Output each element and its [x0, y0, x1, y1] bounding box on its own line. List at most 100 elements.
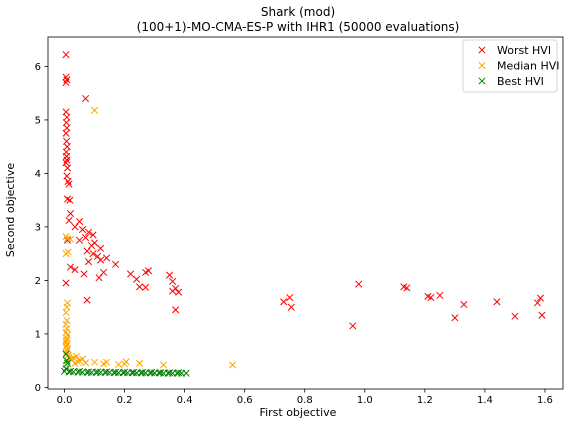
data-point — [175, 288, 183, 296]
data-point — [66, 367, 75, 375]
data-point — [127, 270, 135, 278]
data-point — [229, 361, 237, 369]
y-axis-label: Second objective — [4, 163, 17, 257]
data-point — [136, 359, 144, 367]
data-point — [349, 322, 357, 330]
legend-item: Median HVI — [478, 60, 560, 73]
data-point — [148, 368, 156, 376]
data-point — [493, 298, 501, 306]
data-point — [103, 254, 111, 262]
legend-item: Worst HVI — [478, 44, 551, 57]
data-point — [87, 242, 96, 250]
data-point — [75, 236, 84, 244]
data-point — [71, 359, 79, 367]
data-point — [62, 129, 70, 137]
data-point — [460, 300, 468, 309]
data-point — [427, 293, 435, 302]
data-point — [172, 306, 180, 314]
data-point — [115, 360, 123, 368]
y-tick-label: 6 — [35, 62, 41, 73]
data-point — [166, 369, 174, 377]
legend-label: Worst HVI — [497, 44, 551, 57]
data-point — [62, 279, 70, 287]
legend: Worst HVI Median HVI Best HVI — [462, 39, 560, 93]
data-point — [355, 280, 363, 288]
data-point — [145, 267, 153, 275]
legend-marker — [478, 77, 486, 85]
data-point — [133, 275, 141, 283]
data-point — [287, 303, 295, 311]
legend-marker — [478, 46, 486, 54]
data-point — [280, 298, 288, 306]
data-point — [62, 51, 70, 59]
y-tick-label: 0 — [35, 383, 41, 394]
data-point — [436, 291, 444, 299]
data-point — [75, 367, 84, 375]
x-tick-label: 1.6 — [537, 395, 553, 406]
data-point — [78, 355, 87, 363]
data-point — [81, 234, 90, 242]
data-point — [65, 180, 73, 188]
data-point — [66, 263, 75, 271]
data-point — [160, 361, 168, 369]
x-tick-label: 0.6 — [237, 395, 253, 406]
data-point — [81, 94, 90, 103]
data-point — [63, 172, 71, 180]
data-point — [65, 216, 73, 225]
data-point — [538, 311, 546, 319]
x-tick-label: 1.4 — [477, 395, 493, 406]
data-point — [81, 359, 90, 367]
x-tick-label: 1.2 — [417, 395, 433, 406]
data-point — [75, 218, 84, 226]
data-point — [93, 252, 102, 260]
data-point — [62, 78, 70, 87]
data-point — [66, 196, 74, 204]
data-point — [63, 334, 71, 342]
data-point — [63, 195, 72, 203]
data-point — [68, 356, 76, 364]
y-tick-label: 1 — [35, 329, 41, 340]
data-point — [62, 250, 70, 258]
data-point — [89, 250, 97, 258]
data-point — [83, 247, 91, 255]
data-point — [142, 283, 150, 291]
data-point — [286, 293, 294, 302]
data-point — [112, 368, 120, 376]
data-point — [84, 368, 93, 376]
data-point — [84, 258, 93, 266]
data-point — [403, 284, 411, 292]
x-tick-label: 1.0 — [357, 395, 373, 406]
data-point — [175, 369, 183, 377]
data-point — [90, 106, 99, 114]
data-point — [511, 312, 519, 320]
data-point — [103, 368, 111, 376]
data-point — [63, 359, 72, 367]
x-axis-label: First objective — [260, 406, 337, 419]
series-worst-hvi — [62, 51, 546, 330]
data-point — [536, 294, 545, 302]
x-axis-ticks: 0.0 0.2 0.4 0.6 0.8 1.0 1.2 1.4 1.6 — [57, 389, 553, 406]
data-point — [169, 277, 177, 286]
data-point — [90, 358, 99, 366]
data-point — [62, 159, 70, 167]
data-point — [63, 345, 72, 353]
data-point — [63, 357, 72, 365]
y-axis-ticks: 0 1 2 3 4 5 6 — [35, 62, 48, 394]
data-point — [451, 314, 459, 322]
legend-marker — [478, 61, 486, 70]
data-point — [122, 358, 130, 366]
data-point — [157, 369, 165, 377]
data-point — [139, 368, 147, 376]
data-point — [533, 299, 542, 307]
data-point — [62, 350, 70, 358]
data-point — [89, 231, 97, 239]
data-point — [130, 368, 138, 376]
x-tick-label: 0.0 — [57, 395, 73, 406]
data-point — [96, 256, 105, 264]
chart-title-line2: (100+1)-MO-CMA-ES-P with IHR1 (50000 eva… — [137, 20, 460, 34]
data-point — [103, 358, 111, 366]
x-tick-label: 0.8 — [297, 395, 313, 406]
points-layer — [60, 51, 546, 377]
data-point — [63, 164, 72, 172]
